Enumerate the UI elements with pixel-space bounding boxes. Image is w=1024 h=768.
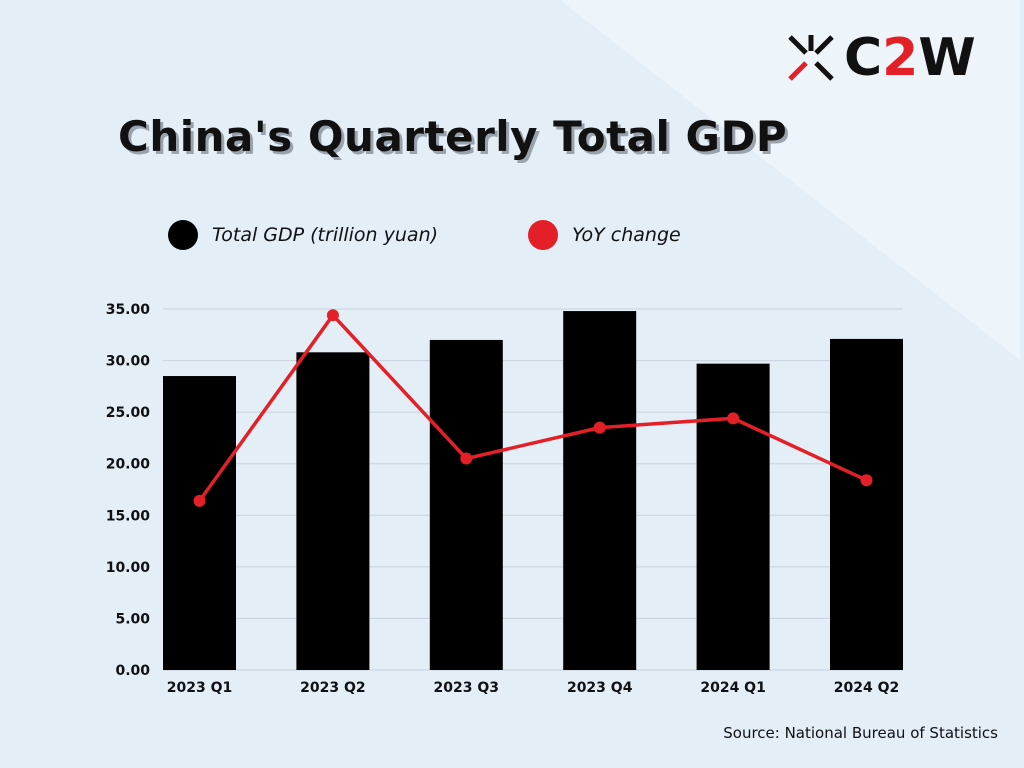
x-tick-label: 2024 Q1 bbox=[700, 680, 765, 696]
point-yoy bbox=[727, 412, 740, 425]
legend-item-yoy: YoY change bbox=[528, 220, 681, 250]
y-tick-label: 25.00 bbox=[106, 405, 151, 421]
source-note: Source: National Bureau of Statistics bbox=[723, 724, 998, 742]
line-yoy bbox=[198, 312, 868, 502]
bar-gdp bbox=[296, 352, 370, 670]
logo-text: C2W bbox=[844, 28, 976, 88]
bar-gdp bbox=[830, 338, 903, 670]
point-yoy bbox=[326, 309, 339, 322]
legend-swatch-gdp bbox=[168, 220, 198, 250]
x-tick-label: 2024 Q2 bbox=[834, 680, 899, 696]
y-tick-label: 20.00 bbox=[106, 457, 151, 473]
y-tick-label: 0.00 bbox=[115, 663, 150, 679]
bar-gdp bbox=[563, 311, 637, 670]
y-tick-label: 30.00 bbox=[106, 354, 151, 370]
legend-label-gdp: Total GDP (trillion yuan) bbox=[212, 224, 439, 246]
legend-swatch-yoy bbox=[528, 220, 558, 250]
point-yoy bbox=[460, 452, 473, 465]
point-yoy bbox=[860, 474, 873, 487]
arrows-logo-icon bbox=[788, 35, 834, 81]
x-tick-label: 2023 Q3 bbox=[434, 680, 499, 696]
x-tick-label: 2023 Q2 bbox=[300, 680, 365, 696]
c2w-logo: C2W bbox=[786, 30, 976, 86]
point-yoy bbox=[193, 494, 206, 507]
bar-gdp bbox=[696, 363, 770, 670]
bar-gdp bbox=[163, 376, 236, 670]
y-tick-label: 10.00 bbox=[106, 560, 151, 576]
x-tick-label: 2023 Q1 bbox=[167, 680, 232, 696]
y-tick-label: 35.00 bbox=[106, 302, 151, 318]
point-yoy bbox=[593, 421, 606, 434]
background-shape bbox=[560, 0, 1020, 360]
legend-label-yoy: YoY change bbox=[572, 224, 681, 246]
x-tick-label: 2023 Q4 bbox=[567, 680, 633, 696]
chart-title: China's Quarterly Total GDP bbox=[118, 112, 788, 161]
y-tick-label: 5.00 bbox=[115, 611, 150, 627]
bar-gdp bbox=[429, 339, 503, 670]
y-tick-label: 15.00 bbox=[106, 508, 151, 524]
legend-item-gdp: Total GDP (trillion yuan) bbox=[168, 220, 438, 250]
